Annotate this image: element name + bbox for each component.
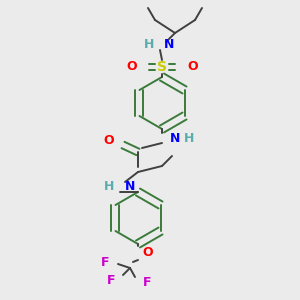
Text: O: O xyxy=(126,61,137,74)
Text: O: O xyxy=(103,134,114,148)
Text: F: F xyxy=(106,274,115,286)
Text: O: O xyxy=(187,61,198,74)
Text: O: O xyxy=(142,247,153,260)
Text: N: N xyxy=(164,38,174,50)
Text: S: S xyxy=(157,60,167,74)
Text: F: F xyxy=(100,256,109,268)
Text: H: H xyxy=(184,131,194,145)
Text: N: N xyxy=(170,131,180,145)
Text: N: N xyxy=(125,181,135,194)
Text: F: F xyxy=(143,275,152,289)
Text: H: H xyxy=(144,38,154,50)
Text: H: H xyxy=(103,181,114,194)
